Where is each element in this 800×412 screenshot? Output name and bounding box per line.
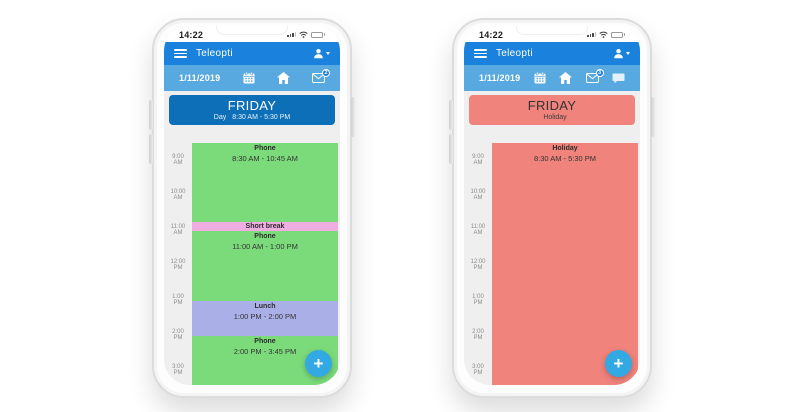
schedule: 9:00 AM 10:00 AM 11:00 AM 12:00 PM 1:00 PM 2:00 PM 3… — [464, 143, 640, 385]
status-time: 14:22 — [179, 29, 204, 40]
volume-up-button — [449, 100, 453, 130]
time-label: 2:00 PM — [172, 328, 184, 342]
event-time: 2:00 PM - 3:45 PM — [233, 346, 297, 356]
notification-badge: 2 — [322, 69, 330, 77]
calendar-icon[interactable] — [534, 72, 546, 84]
day-banner-subtitle: Holiday — [471, 114, 633, 121]
event-title: Lunch — [254, 302, 276, 310]
user-menu[interactable] — [613, 48, 630, 59]
event-time: 1:00 PM - 2:00 PM — [233, 311, 297, 321]
notch — [516, 25, 588, 35]
time-label: 2:00 PM — [472, 328, 484, 342]
user-icon — [614, 49, 623, 59]
wifi-icon — [599, 31, 608, 38]
day-banner-title: FRIDAY — [227, 98, 277, 113]
menu-icon[interactable] — [174, 49, 187, 58]
shift-hours-label: 8:30 AM - 5:30 PM — [232, 114, 291, 121]
event-title: Holiday — [552, 145, 578, 152]
events-column: Holiday 8:30 AM - 5:30 PM — [492, 143, 638, 385]
time-label: 10:00 AM — [470, 188, 486, 202]
status-time: 14:22 — [479, 29, 504, 40]
time-label: 12:00 PM — [470, 258, 486, 272]
home-icon[interactable] — [276, 72, 290, 84]
event-title: Phone — [254, 145, 276, 152]
shift-type-label: Day — [213, 114, 227, 121]
signal-icon — [587, 31, 596, 38]
toolbar: 1/11/2019 3 — [464, 65, 640, 91]
add-button[interactable]: + — [305, 350, 332, 377]
time-label: 9:00 AM — [172, 153, 184, 167]
time-label: 11:00 AM — [170, 223, 186, 237]
messages-icon[interactable]: 3 — [585, 69, 604, 83]
event-time: 8:30 AM - 10:45 AM — [232, 154, 298, 163]
schedule-event[interactable]: Lunch 1:00 PM - 2:00 PM — [192, 300, 338, 336]
volume-down-button — [149, 134, 153, 164]
date-label[interactable]: 1/11/2019 — [179, 73, 221, 83]
signal-icon — [287, 31, 296, 38]
schedule-event[interactable]: Short break — [192, 221, 338, 233]
phone-screen: 14:22 Teleopti 1/11/2019 — [464, 25, 640, 385]
notch — [216, 25, 288, 35]
time-label: 9:00 AM — [472, 153, 484, 167]
day-banner: FRIDAY Day 8:30 AM - 5:30 PM — [169, 95, 335, 125]
battery-icon — [611, 31, 625, 38]
shift-hours-label: Holiday — [543, 114, 567, 121]
time-label: 11:00 AM — [470, 223, 486, 237]
schedule-page: FRIDAY Holiday 9:00 AM 10:00 AM 11:00 AM 12:00… — [464, 91, 640, 385]
chevron-down-icon — [626, 52, 630, 55]
home-icon[interactable] — [559, 72, 573, 84]
user-menu[interactable] — [313, 48, 330, 59]
event-title: Short break — [245, 222, 285, 230]
day-banner-subtitle: Day 8:30 AM - 5:30 PM — [171, 114, 333, 121]
notification-badge: 3 — [595, 69, 604, 77]
phone-mockup-day: 14:22 Teleopti 1/11/2019 — [149, 18, 355, 398]
status-icons — [287, 31, 325, 38]
add-button[interactable]: + — [605, 350, 632, 377]
battery-icon — [311, 31, 325, 38]
phone-screen: 14:22 Teleopti 1/11/2019 — [164, 25, 340, 385]
app-title: Teleopti — [496, 48, 533, 59]
volume-down-button — [449, 134, 453, 164]
app-header: Teleopti — [164, 42, 340, 65]
time-label: 1:00 PM — [172, 293, 184, 307]
status-icons — [587, 31, 625, 38]
volume-up-button — [149, 100, 153, 130]
menu-icon[interactable] — [474, 49, 487, 58]
chat-icon[interactable] — [612, 73, 625, 84]
app-title: Teleopti — [196, 48, 233, 59]
event-title: Phone — [254, 337, 276, 345]
time-label: 3:00 PM — [472, 363, 484, 377]
user-icon — [314, 49, 323, 59]
power-button — [651, 97, 655, 137]
toolbar: 1/11/2019 2 — [164, 65, 340, 91]
calendar-icon[interactable] — [243, 72, 255, 84]
day-banner: FRIDAY Holiday — [469, 95, 635, 125]
event-time: 8:30 AM - 5:30 PM — [533, 154, 597, 163]
phone-mockup-holiday: 14:22 Teleopti 1/11/2019 — [449, 18, 655, 398]
power-button — [351, 97, 355, 137]
time-label: 10:00 AM — [170, 188, 186, 202]
wifi-icon — [299, 31, 308, 38]
time-label: 3:00 PM — [172, 363, 184, 377]
event-title: Phone — [254, 232, 276, 240]
date-label[interactable]: 1/11/2019 — [479, 73, 521, 83]
messages-icon[interactable]: 2 — [312, 69, 330, 83]
time-gutter: 9:00 AM 10:00 AM 11:00 AM 12:00 PM 1:00 PM 2:00 PM 3… — [164, 143, 192, 385]
schedule-event[interactable]: Phone 8:30 AM - 10:45 AM — [192, 143, 338, 222]
events-column: Phone 8:30 AM - 10:45 AM Short break Phone 1… — [192, 143, 338, 385]
chevron-down-icon — [326, 52, 330, 55]
schedule-event[interactable]: Phone 11:00 AM - 1:00 PM — [192, 230, 338, 301]
schedule: 9:00 AM 10:00 AM 11:00 AM 12:00 PM 1:00 PM 2:00 PM 3… — [164, 143, 340, 385]
event-time: 11:00 AM - 1:00 PM — [232, 241, 298, 251]
time-label: 1:00 PM — [472, 293, 484, 307]
time-label: 12:00 PM — [170, 258, 186, 272]
day-banner-title: FRIDAY — [527, 98, 577, 113]
app-header: Teleopti — [464, 42, 640, 65]
schedule-event[interactable]: Holiday 8:30 AM - 5:30 PM — [492, 143, 638, 385]
schedule-page: FRIDAY Day 8:30 AM - 5:30 PM 9:00 AM 10:00 A… — [164, 91, 340, 385]
time-gutter: 9:00 AM 10:00 AM 11:00 AM 12:00 PM 1:00 PM 2:00 PM 3… — [464, 143, 492, 385]
